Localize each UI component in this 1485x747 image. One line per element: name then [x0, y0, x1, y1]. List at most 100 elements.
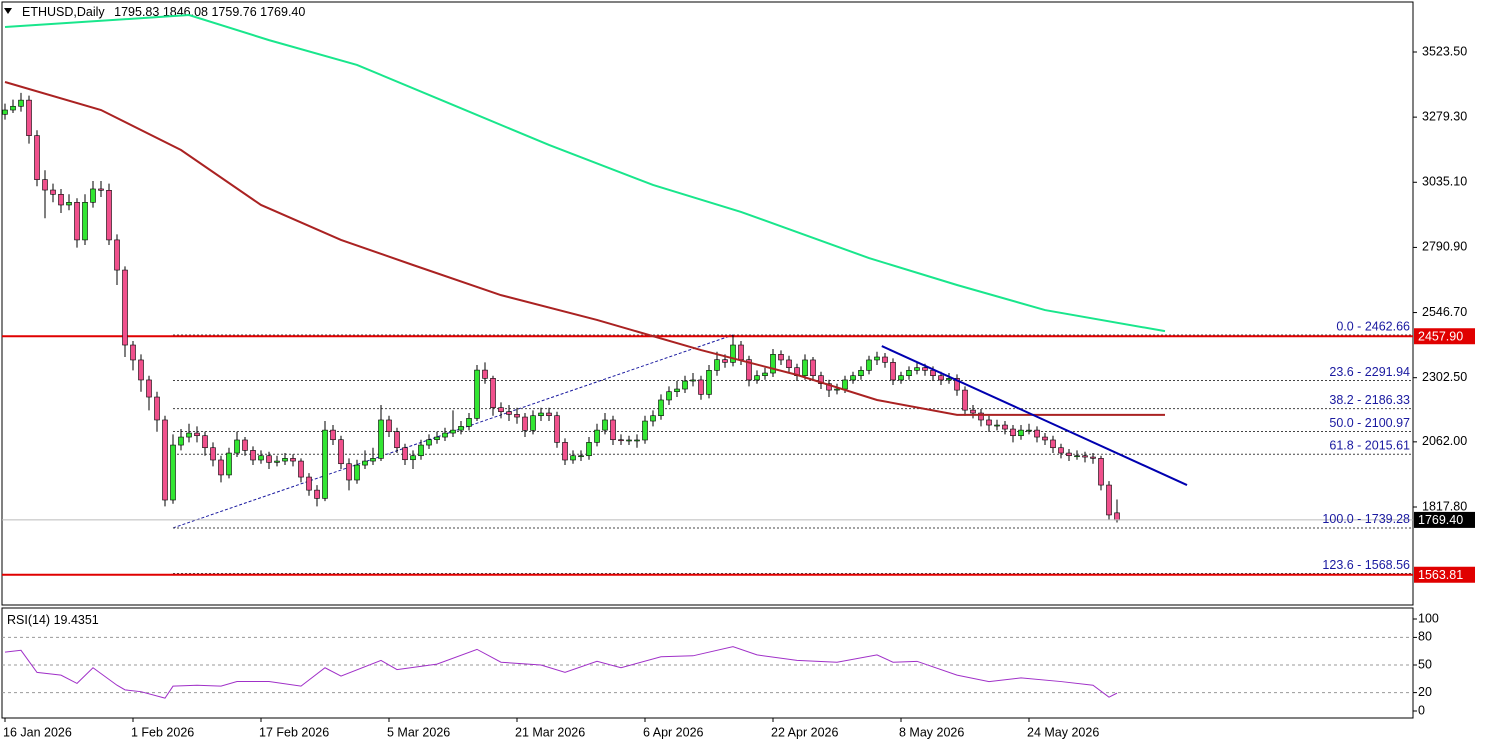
candle-body: [490, 378, 496, 409]
candle-body: [106, 190, 112, 241]
candle-body: [274, 460, 280, 463]
candle-body: [10, 105, 16, 111]
y-tick-label: 3279.30: [1422, 109, 1467, 123]
candle-body: [466, 418, 472, 427]
y-tick-label: 2302.50: [1422, 370, 1467, 384]
candle-body: [50, 189, 56, 195]
candle-body: [362, 460, 368, 466]
candle-body: [482, 369, 488, 379]
candle-body: [218, 459, 224, 476]
x-tick-label: 8 May 2026: [899, 725, 964, 739]
x-tick-label: 21 Mar 2026: [515, 725, 585, 739]
candle-body: [762, 372, 768, 376]
candle-body: [802, 359, 808, 376]
candle-body: [690, 379, 696, 382]
candle-body: [146, 379, 152, 398]
fib-label: 38.2 - 2186.33: [1329, 393, 1410, 407]
candle-body: [346, 463, 352, 481]
candle-body: [266, 455, 272, 463]
candle-body: [210, 447, 216, 461]
candle-body: [858, 370, 864, 376]
candle-body: [1090, 456, 1096, 459]
candle-body: [890, 362, 896, 381]
candle-body: [898, 375, 904, 381]
candle-body: [178, 436, 184, 446]
candle-body: [226, 452, 232, 476]
candle-body: [1042, 436, 1048, 441]
candle-body: [1018, 429, 1024, 437]
rsi-tick-label: 0: [1418, 703, 1425, 717]
candle-body: [250, 450, 256, 461]
candle-body: [850, 375, 856, 381]
candle-body: [386, 419, 392, 433]
candle-body: [810, 359, 816, 376]
candle-body: [330, 429, 336, 441]
candle-body: [458, 426, 464, 431]
candle-body: [2, 109, 8, 115]
rsi-tick-label: 20: [1418, 685, 1432, 699]
fib-label: 123.6 - 1568.56: [1322, 558, 1410, 572]
rsi-tick-label: 80: [1418, 630, 1432, 644]
candle-body: [354, 464, 360, 481]
candle-body: [1114, 512, 1120, 521]
candle-body: [522, 416, 528, 431]
candle-body: [826, 383, 832, 391]
candle-body: [970, 409, 976, 414]
candle-body: [258, 455, 264, 461]
y-tick-label: 2546.70: [1422, 305, 1467, 319]
x-tick-label: 1 Feb 2026: [131, 725, 194, 739]
rsi-name: RSI(14): [7, 613, 50, 627]
candle-body: [90, 188, 96, 203]
close-label: 1769.40: [260, 5, 305, 19]
candle-body: [874, 356, 880, 361]
price-tag: [1414, 566, 1475, 583]
price-tag: [1414, 328, 1475, 345]
candle-body: [602, 419, 608, 431]
candle-body: [978, 412, 984, 421]
candle-body: [1058, 447, 1064, 454]
candle-body: [834, 388, 840, 391]
rsi-tick-label: 50: [1418, 657, 1432, 671]
candle-body: [674, 388, 680, 393]
candle-body: [474, 369, 480, 419]
y-tick-label: 2790.90: [1422, 240, 1467, 254]
collapse-arrow[interactable]: [4, 8, 12, 14]
x-tick-label: 24 May 2026: [1027, 725, 1099, 739]
y-tick-label: 3035.10: [1422, 175, 1467, 189]
candle-body: [234, 439, 240, 454]
candle-body: [418, 444, 424, 457]
candle-body: [922, 367, 928, 371]
candle-body: [194, 432, 200, 437]
candle-body: [202, 435, 208, 449]
candle-body: [450, 429, 456, 434]
candle-body: [370, 458, 376, 462]
candle-body: [658, 399, 664, 417]
candle-body: [578, 455, 584, 458]
candle-body: [698, 379, 704, 395]
chart-header: ETHUSD,Daily 1795.83 1846.08 1759.76 176…: [22, 5, 305, 19]
candle-body: [882, 356, 888, 363]
candle-body: [170, 444, 176, 501]
candle-body: [570, 455, 576, 461]
candle-body: [1034, 429, 1040, 438]
candle-body: [34, 135, 40, 180]
candle-body: [18, 99, 24, 107]
price-tag-label: 1563.81: [1418, 568, 1463, 582]
rsi-tick-label: 100: [1418, 611, 1439, 625]
candle-body: [954, 378, 960, 391]
candle-body: [906, 370, 912, 376]
x-tick-label: 5 Mar 2026: [387, 725, 450, 739]
candle-body: [42, 179, 48, 191]
symbol: ETHUSD,Daily: [22, 5, 105, 19]
y-tick-label: 3523.50: [1422, 44, 1467, 58]
candle-body: [1010, 428, 1016, 437]
candle-body: [498, 407, 504, 413]
candle-body: [994, 424, 1000, 427]
candle-body: [730, 344, 736, 363]
last-price-label: 1769.40: [1418, 513, 1463, 527]
candle-body: [378, 419, 384, 459]
x-tick-label: 22 Apr 2026: [771, 725, 838, 739]
rsi-last: 19.4351: [54, 613, 99, 627]
candle-body: [338, 439, 344, 465]
